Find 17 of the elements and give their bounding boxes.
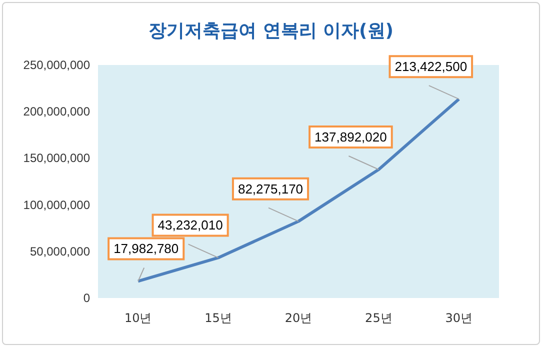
data-label: 82,275,170 [238,181,304,196]
y-tick-label: 150,000,000 [23,151,90,166]
x-tick-label: 15년 [204,311,232,325]
data-label: 213,422,500 [394,59,468,74]
data-label: 137,892,020 [314,129,387,144]
x-tick-label: 30년 [445,311,473,325]
y-tick-label: 100,000,000 [23,198,90,212]
x-tick-label: 20년 [284,311,312,325]
data-label: 17,982,780 [114,241,179,256]
chart-title: 장기저축급여 연복리 이자(원) [148,20,394,42]
x-tick-label: 25년 [365,311,392,325]
y-tick-label: 250,000,000 [23,58,90,72]
y-tick-label: 0 [83,291,90,305]
x-tick-label: 10년 [124,311,152,325]
y-tick-label: 50,000,000 [30,244,90,258]
data-label: 43,232,010 [158,218,223,233]
y-tick-label: 200,000,000 [23,104,90,119]
